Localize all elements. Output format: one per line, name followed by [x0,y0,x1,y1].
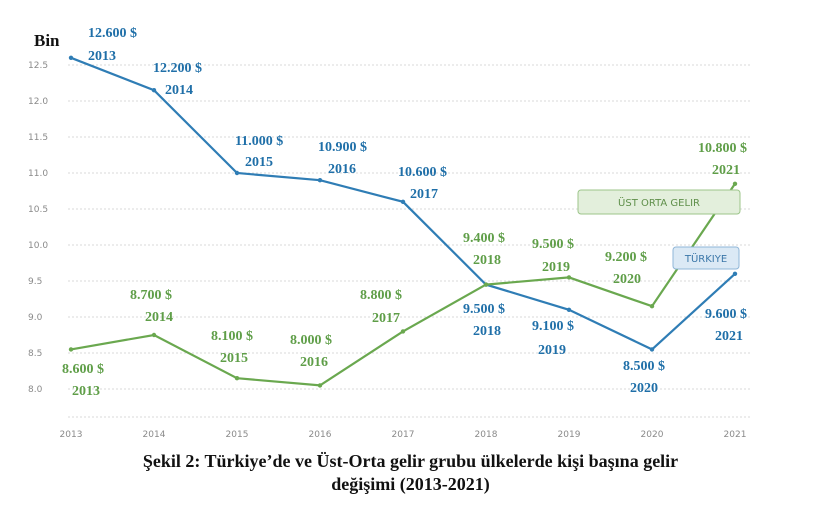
turkiye-tag-label: TÜRKIYE [684,252,727,265]
x-tick-label: 2021 [724,430,747,440]
turkiye-year-label: 2019 [538,343,566,358]
data-point [400,329,406,334]
turkiye-year-label: 2018 [473,324,501,339]
ust-orta-year-label: 2020 [613,272,641,287]
data-point [649,347,655,352]
ust-orta-gelir-tag-label: ÜST ORTA GELIR [618,196,700,209]
y-tick-label: 11.0 [28,169,48,179]
y-tick-label: 12.5 [28,61,48,71]
data-point [483,282,489,287]
turkiye-year-label: 2017 [410,187,438,202]
y-tick-label: 9.5 [28,277,42,287]
data-point [566,275,572,280]
ust-orta-year-label: 2015 [220,351,248,366]
y-axis-label: Bin [34,31,60,50]
turkiye-value-label: 12.200 $ [153,61,202,76]
ust-orta-year-label: 2021 [712,163,740,178]
turkiye-value-label: 9.100 $ [532,319,574,334]
data-point [400,199,406,204]
turkiye-year-label: 2016 [328,162,356,177]
x-tick-label: 2013 [60,430,83,440]
data-point [234,376,240,381]
x-tick-label: 2015 [226,430,249,440]
ust-orta-year-label: 2016 [300,355,328,370]
data-point [732,181,738,186]
ust-orta-value-label: 8.600 $ [62,362,104,377]
turkiye-value-label: 10.600 $ [398,165,447,180]
turkiye-year-label: 2014 [165,83,193,98]
ust-orta-value-label: 9.200 $ [605,250,647,265]
x-tick-label: 2016 [309,430,332,440]
turkiye-value-label: 8.500 $ [623,359,665,374]
turkiye-value-label: 9.600 $ [705,307,747,322]
ust-orta-year-label: 2014 [145,310,173,325]
ust-orta-year-label: 2019 [542,260,570,275]
ust-orta-value-label: 8.700 $ [130,288,172,303]
ust-orta-value-label: 8.000 $ [290,333,332,348]
turkiye-value-label: 12.600 $ [88,26,137,41]
data-point [151,88,157,93]
ust-orta-value-label: 8.100 $ [211,329,253,344]
data-point [649,304,655,309]
turkiye-year-label: 2021 [715,329,743,344]
ust-orta-value-label: 9.500 $ [532,237,574,252]
turkiye-year-label: 2020 [630,381,658,396]
data-point [151,332,157,338]
x-tick-label: 2019 [558,430,581,440]
x-tick-label: 2020 [641,430,664,440]
turkiye-year-label: 2015 [245,155,273,170]
turkiye-value-label: 10.900 $ [318,140,367,155]
y-tick-label: 8.0 [28,385,43,395]
ust-orta-year-label: 2018 [473,253,501,268]
turkiye-value-label: 11.000 $ [235,134,283,149]
ust-orta-gelir-tag [577,189,741,215]
figure-caption: Şekil 2: Türkiye’de ve Üst-Orta gelir gr… [0,450,821,496]
data-point [566,307,572,312]
data-point [68,347,74,352]
y-tick-label: 12.0 [28,97,48,107]
ust-orta-value-label: 9.400 $ [463,231,505,246]
y-tick-label: 10.5 [28,205,48,215]
y-tick-label: 11.5 [28,133,48,143]
line-chart: Bin 12.5 12.0 11.5 11.0 10.5 10.0 9.5 9.0 8.5 8.0 2… [28,26,750,440]
ust-orta-value-label: 8.800 $ [360,288,402,303]
y-tick-label: 9.0 [28,313,43,323]
ust-orta-year-label: 2013 [72,384,100,399]
data-point [317,383,323,388]
data-point [317,178,323,183]
data-point [234,170,240,176]
ust-orta-value-label: 10.800 $ [698,141,747,156]
caption-line-1: Şekil 2: Türkiye’de ve Üst-Orta gelir gr… [142,451,679,471]
turkiye-year-label: 2013 [88,49,116,64]
y-tick-label: 10.0 [28,241,48,251]
ust-orta-year-label: 2017 [372,311,400,326]
data-point [68,55,74,60]
x-tick-label: 2017 [392,430,415,440]
y-tick-label: 8.5 [28,349,42,359]
caption-line-2: değişimi (2013-2021) [331,474,490,494]
x-tick-label: 2014 [143,430,166,440]
data-point [732,271,738,276]
turkiye-tag [672,246,740,270]
x-tick-label: 2018 [475,430,498,440]
turkiye-value-label: 9.500 $ [463,302,505,317]
